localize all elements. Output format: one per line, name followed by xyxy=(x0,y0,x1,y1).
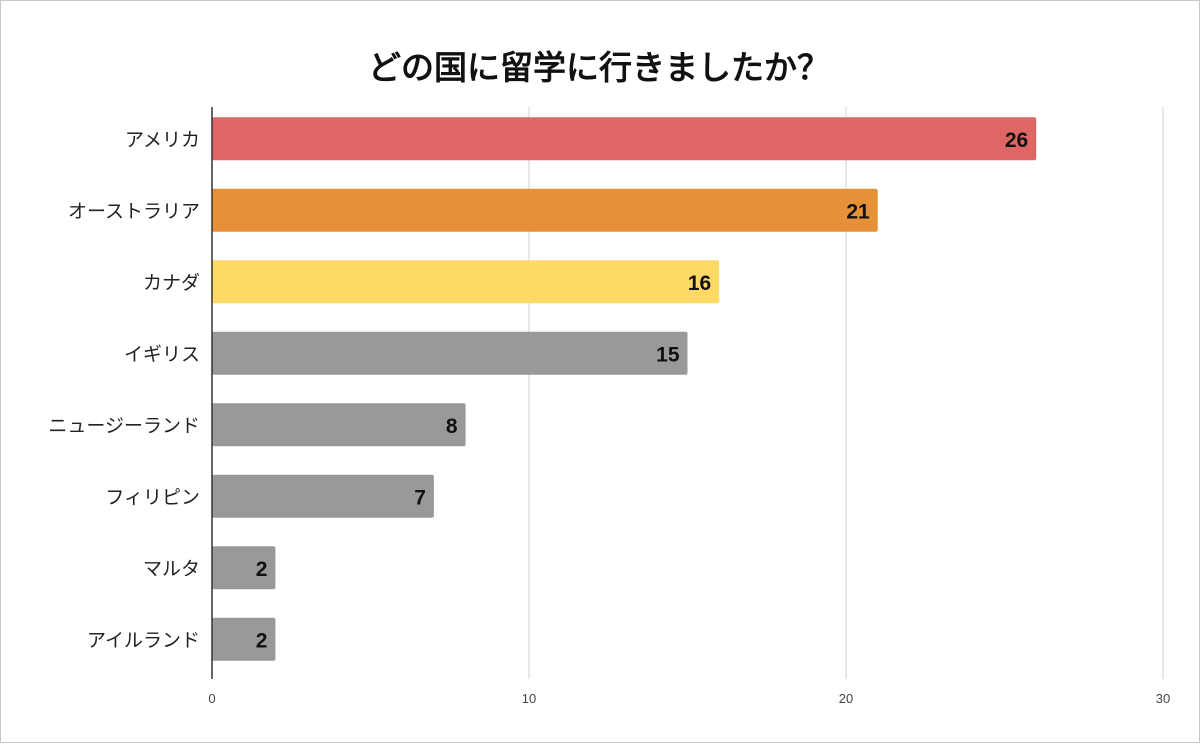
data-label: 21 xyxy=(846,200,870,223)
data-label: 26 xyxy=(1005,129,1028,152)
data-label: 16 xyxy=(688,272,711,295)
category-label: マルタ xyxy=(143,558,200,580)
data-label: 8 xyxy=(446,415,458,438)
bar xyxy=(212,331,688,375)
data-label: 2 xyxy=(256,558,268,581)
category-label: ニュージーランド xyxy=(48,415,200,437)
bar xyxy=(212,617,276,661)
category-label: フィリピン xyxy=(105,486,200,508)
bar xyxy=(212,260,720,304)
bar xyxy=(212,117,1037,161)
category-label: アイルランド xyxy=(87,629,200,651)
x-tick-label: 0 xyxy=(208,691,215,706)
bar xyxy=(212,403,466,447)
bar xyxy=(212,546,276,590)
data-label: 2 xyxy=(256,629,268,652)
category-label: オーストラリア xyxy=(68,200,200,222)
x-tick-label: 20 xyxy=(839,691,853,706)
x-tick-label: 30 xyxy=(1156,691,1170,706)
chart-title: どの国に留学に行きましたか？ xyxy=(368,48,830,87)
bar xyxy=(212,474,434,518)
data-label: 15 xyxy=(656,343,680,366)
category-label: カナダ xyxy=(143,272,200,294)
category-label: イギリス xyxy=(124,343,200,365)
bar xyxy=(212,188,878,232)
x-tick-label: 10 xyxy=(522,691,536,706)
data-label: 7 xyxy=(414,486,426,509)
category-label: アメリカ xyxy=(125,129,200,151)
